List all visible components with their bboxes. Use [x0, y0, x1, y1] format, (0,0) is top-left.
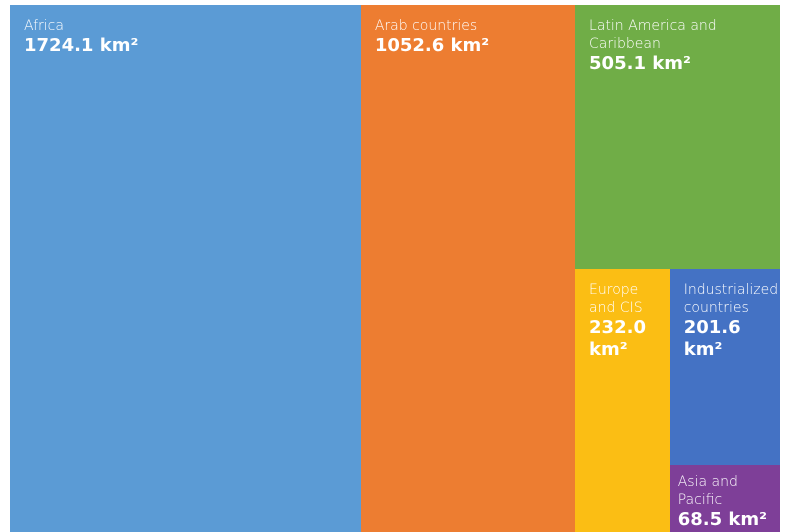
tile: Africa 1724.1 km² — [10, 5, 361, 532]
tile: Asia and Pacific 68.5 km² — [669, 465, 780, 532]
tile-name: Arab countries — [374, 18, 478, 34]
treemap: Africa 1724.1 km² Arab countries 1052.6 km²… — [10, 5, 780, 532]
tile-name: Asia and Pacific — [677, 474, 738, 509]
tile-name: Latin America and Caribbean — [589, 18, 717, 52]
tile-name: Industrialized countries — [683, 282, 779, 317]
tile: Europe and CIS 232.0 km² — [575, 269, 670, 532]
tile: Latin America and Caribbean 505.1 km² — [575, 5, 780, 270]
tile-name: Europe and CIS — [589, 282, 643, 317]
tile-value: 505.1 km² — [589, 53, 691, 74]
tile-value: 1724.1 km² — [24, 35, 139, 56]
tile-value: 68.5 km² — [677, 509, 768, 531]
tile: Arab countries 1052.6 km² — [360, 5, 576, 532]
tile-value: 232.0 km² — [589, 317, 646, 361]
tile-value: 1052.6 km² — [374, 35, 490, 56]
tile: Industrialized countries 201.6 km² — [669, 269, 780, 466]
tile-name: Africa — [24, 18, 64, 34]
tile-value: 201.6 km² — [683, 317, 741, 361]
